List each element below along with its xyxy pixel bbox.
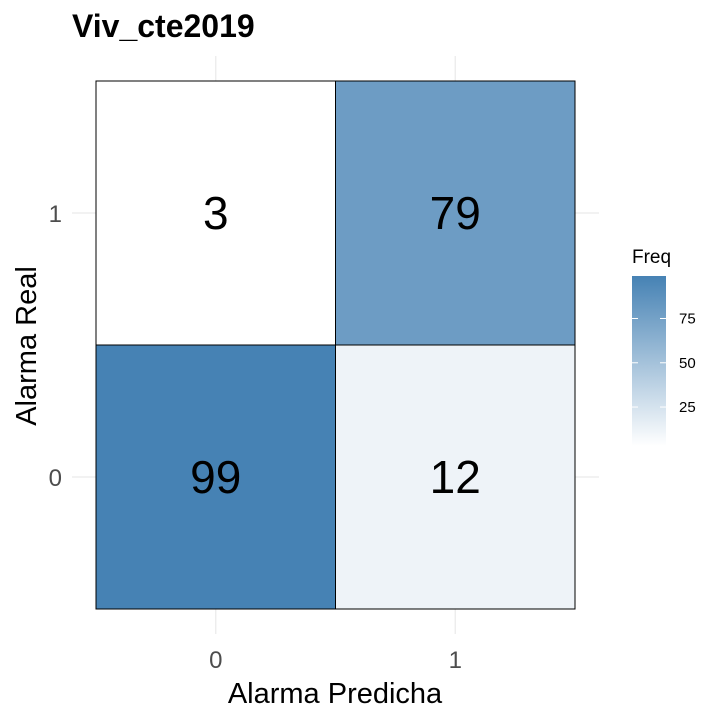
cell-value-label: 79	[430, 187, 481, 239]
heatmap-cells: 3 79 99 12	[95, 80, 576, 610]
cell-value-label: 12	[430, 451, 481, 503]
heatmap-cell	[335, 344, 576, 610]
y-tick-label: 1	[49, 201, 62, 228]
x-axis-title: Alarma Predicha	[228, 678, 443, 710]
chart-title: Viv_cte2019	[72, 8, 255, 44]
y-axis-title: Alarma Real	[11, 266, 43, 426]
axis-ticks: 0 1 0 1	[49, 201, 462, 674]
cell-value-label: 3	[203, 187, 229, 239]
x-tick-label: 1	[449, 647, 462, 674]
heatmap-cell	[95, 344, 336, 610]
legend-colorbar	[632, 276, 666, 446]
cell-value-label: 99	[190, 451, 241, 503]
legend: Freq 25 50 75	[632, 247, 696, 446]
x-tick-label: 0	[209, 647, 222, 674]
legend-tick-label: 25	[679, 399, 696, 416]
heatmap-cell	[95, 80, 336, 346]
y-tick-label: 0	[49, 465, 62, 492]
legend-title: Freq	[632, 247, 671, 268]
legend-tick-label: 50	[679, 355, 696, 372]
legend-tick-label: 75	[679, 311, 696, 328]
